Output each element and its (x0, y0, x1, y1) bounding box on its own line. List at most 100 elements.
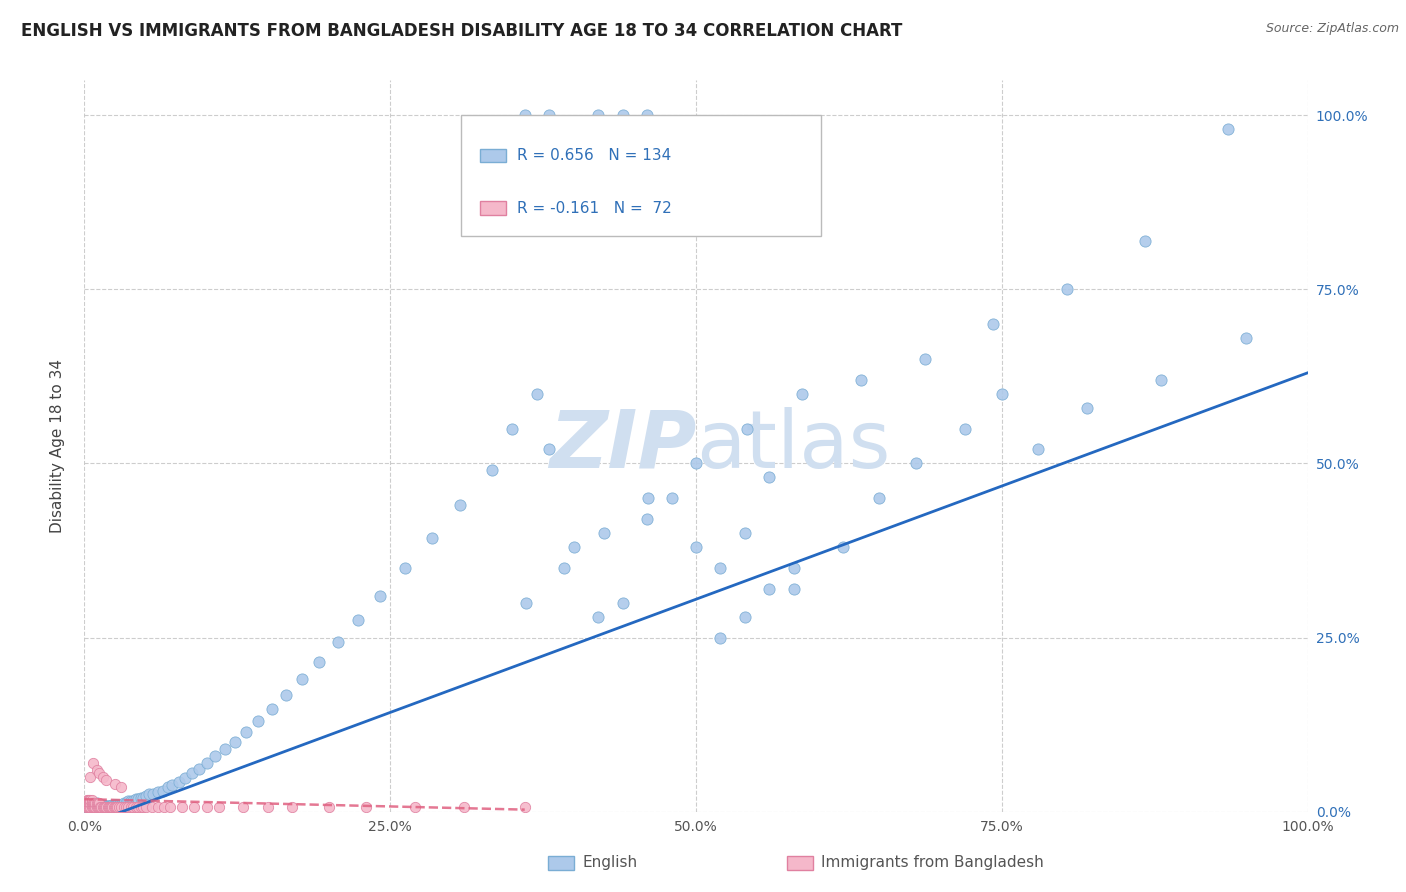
Point (94, 800, 117, 814)
Point (110, 780, 132, 795)
Point (83, 797, 105, 812)
Point (105, 800, 128, 814)
Point (87, 797, 110, 811)
Point (636, 512, 658, 526)
Point (107, 800, 129, 814)
Point (914, 351, 936, 366)
Point (105, 797, 128, 812)
Point (82, 800, 104, 814)
Point (214, 742, 236, 756)
Point (849, 373, 872, 387)
Point (132, 800, 155, 814)
Point (146, 785, 169, 799)
Point (87, 801, 110, 815)
Point (90, 800, 112, 814)
Text: ENGLISH VS IMMIGRANTS FROM BANGLADESH DISABILITY AGE 18 TO 34 CORRELATION CHART: ENGLISH VS IMMIGRANTS FROM BANGLADESH DI… (21, 22, 903, 40)
Point (208, 800, 231, 814)
Point (104, 777, 127, 791)
Point (281, 800, 304, 814)
Point (90, 801, 112, 815)
Point (709, 631, 731, 645)
Point (79, 800, 101, 814)
Point (153, 800, 176, 814)
Point (1150, 373, 1173, 387)
Point (586, 609, 609, 624)
Point (91, 800, 114, 814)
Point (79, 797, 101, 812)
Point (98, 800, 121, 814)
Point (1133, 234, 1156, 248)
Point (76, 801, 98, 815)
Point (77, 800, 100, 814)
Point (103, 800, 125, 814)
Point (1056, 282, 1078, 296)
Point (77, 800, 100, 814)
Point (709, 561, 731, 575)
Point (195, 800, 218, 814)
Point (167, 775, 190, 789)
Point (117, 800, 139, 814)
Point (224, 735, 246, 749)
Point (107, 797, 129, 812)
Point (758, 582, 780, 596)
Point (513, 800, 536, 814)
Point (162, 778, 184, 792)
Point (77, 800, 100, 814)
Y-axis label: Disability Age 18 to 34: Disability Age 18 to 34 (51, 359, 65, 533)
Point (276, 688, 298, 702)
Text: Immigrants from Bangladesh: Immigrants from Bangladesh (821, 855, 1043, 871)
Point (94, 799, 117, 814)
Point (84, 797, 107, 811)
Point (685, 457, 707, 471)
Point (146, 800, 169, 814)
Point (115, 797, 138, 811)
Point (75, 797, 97, 811)
Point (115, 800, 138, 814)
Point (291, 673, 314, 687)
Point (83, 800, 105, 814)
Point (86, 800, 108, 814)
Point (77, 801, 100, 815)
Point (513, 108, 536, 122)
Point (127, 792, 149, 806)
Text: Source: ZipAtlas.com: Source: ZipAtlas.com (1265, 22, 1399, 36)
Point (172, 800, 194, 814)
Point (538, 108, 561, 122)
Point (125, 792, 148, 806)
Point (991, 386, 1014, 401)
Point (734, 609, 756, 624)
Point (105, 797, 128, 812)
Point (90, 797, 112, 812)
Point (77, 800, 100, 814)
Point (183, 800, 205, 814)
Point (82, 797, 104, 811)
Point (76, 800, 98, 814)
Point (79, 770, 101, 784)
Point (394, 561, 416, 575)
Point (84, 800, 107, 814)
Point (86, 797, 108, 811)
Point (661, 491, 683, 506)
Point (103, 797, 125, 812)
Point (159, 800, 181, 814)
Point (80, 801, 103, 815)
Point (101, 800, 124, 814)
Text: ZIP: ZIP (548, 407, 696, 485)
Point (129, 790, 152, 805)
Point (586, 108, 609, 122)
Point (82, 797, 104, 811)
Point (79, 801, 101, 815)
Point (87, 800, 110, 814)
Point (96, 773, 118, 788)
Point (97, 799, 120, 814)
Point (1076, 401, 1098, 415)
Point (76, 799, 98, 814)
Point (110, 800, 132, 814)
Point (96, 799, 118, 814)
Point (636, 108, 658, 122)
Point (96, 800, 118, 814)
Text: English: English (582, 855, 637, 871)
Point (404, 800, 426, 814)
Point (101, 797, 124, 812)
Point (370, 589, 392, 603)
